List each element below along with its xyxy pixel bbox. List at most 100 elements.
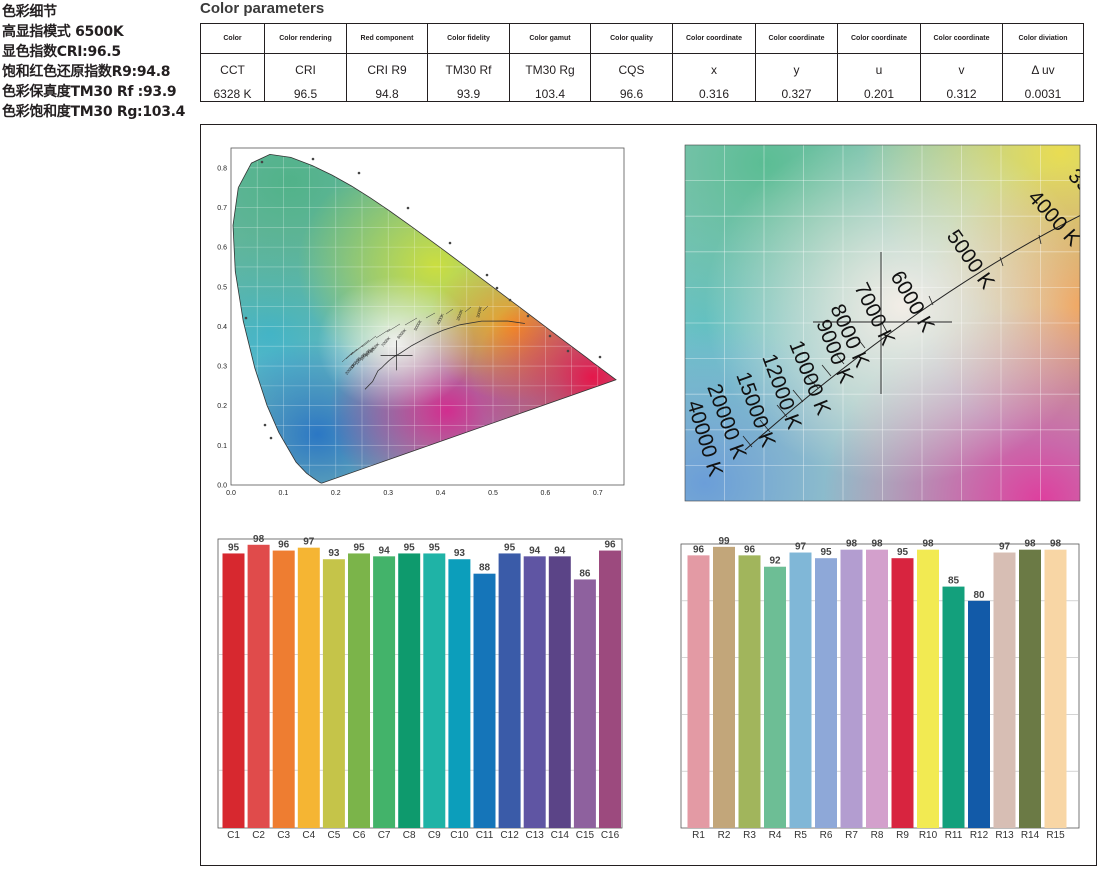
x-axis-ticks: 0.0 0.1 0.2 0.3 0.4 0.5 0.6 0.7: [226, 490, 603, 497]
r-value-label: 98: [1024, 539, 1036, 550]
svg-text:7000K: 7000K: [380, 335, 391, 347]
c-bar: [473, 573, 496, 828]
cri-bar-chart: 96 99 96 92 97 95 98 98 95 98 85 80 97 98 98 R1 R2 R3 R4 R…: [680, 536, 1080, 841]
c-value-label: 94: [529, 545, 541, 556]
y-tick-label: 0.4: [217, 324, 227, 331]
r-value-label: 85: [948, 576, 960, 587]
charts-panel: 20000K 15000K 12000K 10000K 9000K 8000K …: [200, 124, 1097, 866]
c-bar: [222, 553, 245, 828]
spectral-locus: [232, 153, 617, 484]
svg-text:5000K: 5000K: [413, 319, 423, 332]
parameters-table: Color Color rendering Red component Colo…: [200, 23, 1084, 102]
value-cell: 96.5: [264, 78, 347, 102]
r-bar: [1044, 549, 1067, 828]
c-category-label: C7: [378, 830, 391, 841]
r-value-label: 95: [897, 547, 909, 558]
c-bar: [272, 550, 295, 828]
c-bar: [398, 553, 421, 828]
table-header-row: Color Color rendering Red component Colo…: [200, 23, 1084, 54]
symbol-cell: v: [920, 53, 1003, 79]
r-category-label: R4: [769, 830, 782, 841]
x-tick-label: 0.7: [593, 490, 603, 497]
parameters-title: Color parameters: [200, 0, 325, 17]
sidebar-line-rg: 色彩饱和度TM30 Rg:103.4: [2, 104, 186, 120]
value-cell: 94.8: [346, 78, 428, 102]
c-bar: [573, 579, 596, 828]
c-category-label: C3: [277, 830, 290, 841]
c-category-label: C5: [328, 830, 341, 841]
y-tick-label: 0.2: [217, 403, 227, 410]
r-value-label: 96: [693, 544, 705, 555]
sidebar-line-title: 色彩细节: [2, 4, 57, 20]
value-cell: 6328 K: [200, 78, 265, 102]
planckian-locus: [364, 320, 525, 390]
c-value-label: 95: [353, 542, 365, 553]
c-category-label: C11: [476, 830, 494, 841]
symbol-cell: y: [755, 53, 838, 79]
header-cell: Color fidelity: [427, 23, 510, 54]
value-cell: 0.316: [672, 78, 756, 102]
y-tick-label: 0.8: [217, 165, 227, 172]
r-bar: [942, 586, 965, 828]
c-bar: [423, 553, 446, 828]
r-value-label: 97: [795, 542, 807, 553]
r-bar: [815, 558, 837, 828]
r-value-label: 98: [846, 539, 858, 550]
c-value-label: 94: [379, 545, 391, 556]
c-category-label: C6: [353, 830, 366, 841]
x-tick-label: 0.0: [226, 490, 236, 497]
y-tick-label: 0.7: [217, 205, 227, 212]
measured-point-crosshair: [380, 340, 413, 371]
svg-text:4000K: 4000K: [435, 313, 445, 326]
svg-text:8000K: 8000K: [369, 341, 380, 353]
symbol-cell: CRI R9: [346, 53, 428, 79]
color-details-sidebar: 色彩细节 高显指模式 6500K 显色指数CRI:96.5 饱和红色还原指数R9…: [2, 2, 198, 122]
symbol-cell: x: [672, 53, 756, 79]
y-tick-label: 0.0: [217, 483, 227, 490]
r-category-label: R15: [1046, 830, 1065, 841]
r-category-label: R14: [1021, 830, 1040, 841]
symbol-cell: CCT: [200, 53, 265, 79]
symbol-cell: CRI: [264, 53, 347, 79]
c-bar: [523, 556, 546, 828]
header-cell: Color coordinate: [755, 23, 838, 54]
c-value-label: 97: [303, 537, 315, 548]
r-bar: [738, 555, 761, 828]
sidebar-line-r9: 饱和红色还原指数R9:94.8: [2, 64, 171, 80]
y-tick-label: 0.1: [217, 443, 227, 450]
c-category-label: C1: [227, 830, 240, 841]
c-bar: [322, 559, 345, 828]
sidebar-line-rf: 色彩保真度TM30 Rf :93.9: [2, 84, 177, 100]
value-cell: 0.0031: [1002, 78, 1084, 102]
c-bar: [599, 550, 621, 828]
header-cell: Color coordinate: [920, 23, 1003, 54]
r-category-label: R2: [718, 830, 731, 841]
x-tick-label: 0.6: [541, 490, 551, 497]
c-bar: [348, 553, 370, 828]
value-cell: 93.9: [427, 78, 510, 102]
y-axis-ticks: 0.0 0.1 0.2 0.3 0.4 0.5 0.6 0.7 0.8: [217, 165, 227, 489]
r-bar: [713, 546, 735, 828]
value-cell: 0.327: [755, 78, 838, 102]
r-bar: [968, 600, 990, 828]
header-cell: Color coordinate: [837, 23, 921, 54]
r-category-label: R13: [995, 830, 1014, 841]
r-category-label: R10: [919, 830, 938, 841]
c-category-label: C12: [500, 830, 519, 841]
value-cell: 0.201: [837, 78, 921, 102]
symbol-cell: Δ uv: [1002, 53, 1084, 79]
x-tick-label: 0.5: [488, 490, 498, 497]
header-cell: Color: [200, 23, 265, 54]
r-value-label: 98: [871, 539, 883, 550]
c-value-label: 95: [504, 542, 516, 553]
header-cell: Color coordinate: [672, 23, 756, 54]
c-value-label: 96: [278, 540, 290, 551]
symbol-cell: TM30 Rg: [509, 53, 591, 79]
r-bar: [993, 552, 1016, 828]
cie-chromaticity-chart: 20000K 15000K 12000K 10000K 9000K 8000K …: [217, 147, 625, 497]
r-bar: [1019, 549, 1041, 828]
c-value-label: 95: [429, 542, 441, 553]
c-category-label: C9: [428, 830, 441, 841]
r-category-label: R3: [743, 830, 756, 841]
x-tick-label: 0.2: [331, 490, 341, 497]
